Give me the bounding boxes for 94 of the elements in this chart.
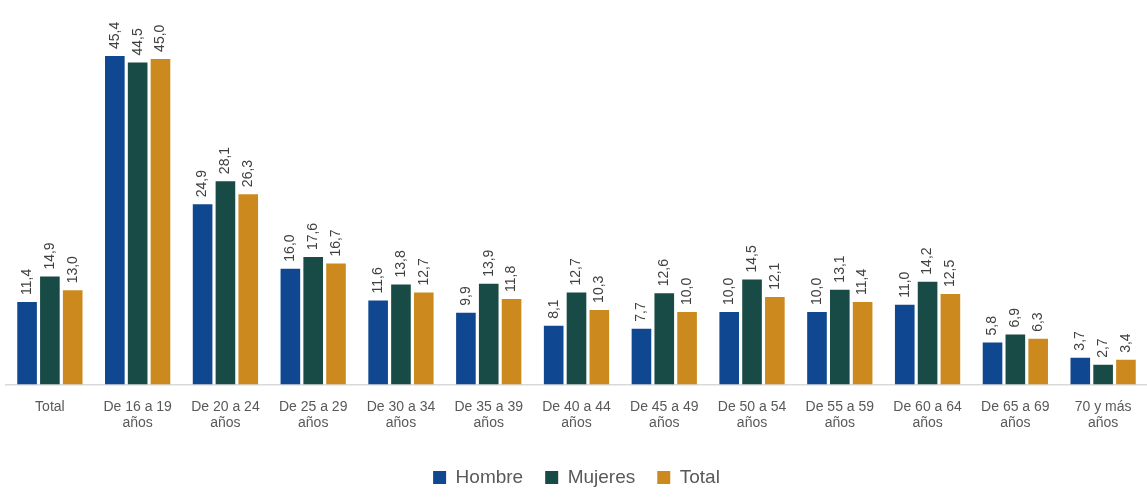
x-tick-label: De 55 a 59 años — [805, 397, 875, 431]
data-label: 14,5 — [742, 245, 759, 273]
legend-label: Mujeres — [567, 465, 636, 487]
bar — [982, 342, 1003, 385]
data-label: 28,1 — [216, 146, 233, 175]
bar — [677, 312, 697, 385]
x-tick-label: De 65 a 69 años — [981, 397, 1050, 431]
data-label: 8,1 — [544, 299, 561, 319]
bar — [1028, 338, 1048, 385]
bar — [280, 268, 301, 385]
data-label: 11,6 — [369, 267, 385, 294]
x-tick-label: De 50 a 54 años — [717, 397, 787, 431]
x-tick-label: Total — [35, 397, 65, 414]
bar — [215, 181, 236, 385]
data-label: 2,7 — [1093, 338, 1110, 358]
data-label: 44,5 — [128, 28, 145, 56]
data-label: 16,0 — [281, 234, 298, 262]
data-label: 5,8 — [983, 315, 1000, 336]
data-label: 3,7 — [1071, 330, 1088, 351]
bar — [1005, 334, 1026, 385]
bar — [807, 312, 827, 385]
x-tick-label: De 25 a 29 años — [278, 397, 348, 431]
x-tick-label: De 16 a 19 años — [103, 397, 173, 431]
bar — [1093, 364, 1113, 385]
bar — [150, 58, 171, 385]
data-label: 13,0 — [63, 255, 80, 284]
bar — [654, 293, 675, 385]
data-label: 11,4 — [853, 268, 870, 295]
data-label: 3,4 — [1116, 333, 1133, 353]
bar — [478, 283, 499, 385]
bar — [566, 292, 587, 385]
data-label: 17,6 — [304, 222, 321, 251]
data-label: 13,1 — [830, 255, 847, 283]
data-label: 11,8 — [502, 265, 519, 293]
bar — [830, 289, 850, 385]
data-label: 6,3 — [1029, 312, 1046, 332]
data-label: 26,3 — [239, 159, 256, 188]
bar — [1116, 359, 1136, 385]
data-label: 12,1 — [765, 262, 782, 290]
x-tick-label: De 45 a 49 años — [630, 397, 699, 431]
x-tick-label: De 60 a 64 años — [893, 397, 963, 431]
data-label: 45,4 — [105, 21, 122, 49]
bar — [127, 62, 148, 385]
data-label: 10,0 — [807, 277, 824, 306]
data-label: 10,3 — [590, 275, 607, 303]
bar — [543, 325, 564, 385]
x-tick-label: De 20 a 24 años — [191, 397, 260, 431]
bar — [742, 279, 762, 385]
bar — [501, 299, 522, 385]
data-label: 13,9 — [479, 249, 496, 277]
bar — [940, 293, 961, 385]
data-label: 14,2 — [918, 247, 935, 275]
data-label: 10,0 — [720, 277, 737, 306]
data-label: 12,6 — [655, 258, 672, 287]
bar — [456, 312, 476, 385]
bar — [238, 194, 259, 385]
x-tick-label: De 35 a 39 años — [454, 397, 524, 431]
data-label: 6,9 — [1006, 307, 1023, 328]
x-tick-label: De 40 a 44 años — [542, 397, 611, 431]
data-label: 24,9 — [193, 169, 210, 198]
legend-label: Hombre — [455, 465, 524, 487]
bar — [17, 301, 37, 385]
data-label: 12,7 — [567, 258, 584, 286]
bar — [631, 328, 652, 385]
data-label: 11,0 — [895, 271, 912, 298]
bar — [303, 257, 324, 385]
data-label: 14,9 — [40, 242, 57, 270]
bar — [105, 56, 125, 385]
bar — [589, 309, 610, 385]
bar — [765, 296, 785, 385]
x-tick-label: De 30 a 34 años — [366, 397, 436, 431]
x-tick-label: 70 y más años — [1074, 397, 1132, 431]
bar — [391, 284, 411, 385]
data-label: 9,9 — [456, 286, 473, 306]
data-label: 16,7 — [326, 229, 343, 257]
bar — [368, 300, 388, 385]
data-label: 10,0 — [677, 277, 694, 306]
bar — [326, 263, 346, 385]
bar — [192, 204, 213, 385]
bar — [1070, 357, 1091, 385]
data-label: 12,5 — [941, 259, 958, 287]
bar — [40, 276, 60, 385]
data-label: 7,7 — [632, 302, 649, 322]
bar — [719, 312, 740, 385]
bar — [852, 301, 873, 385]
legend-label: Total — [679, 465, 720, 487]
bar — [413, 292, 434, 385]
bar — [917, 281, 938, 385]
data-label: 11,4 — [17, 268, 34, 295]
data-label: 45,0 — [151, 24, 168, 52]
data-label: 12,7 — [414, 258, 431, 286]
bar — [894, 304, 915, 385]
bar — [62, 290, 83, 385]
data-label: 13,8 — [391, 250, 408, 278]
